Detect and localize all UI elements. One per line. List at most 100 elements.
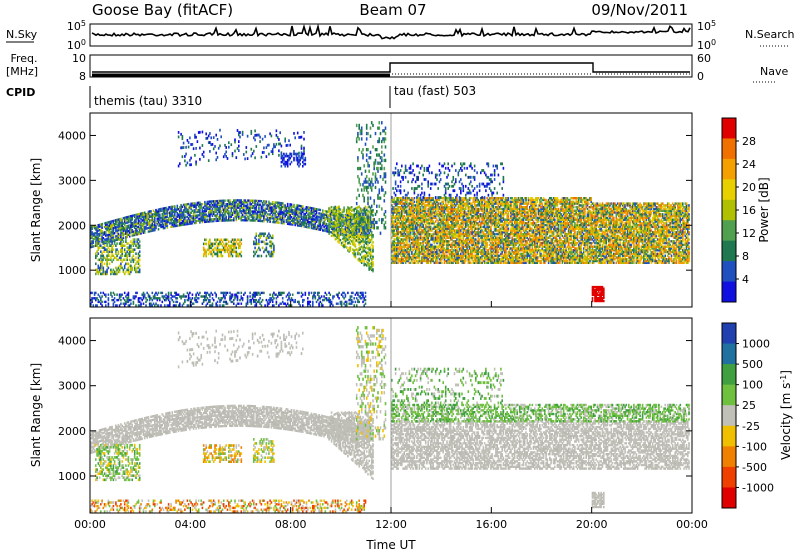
scatter-cell bbox=[286, 217, 289, 220]
scatter-cell bbox=[137, 231, 140, 234]
scatter-cell bbox=[92, 239, 95, 243]
scatter-cell bbox=[222, 201, 225, 204]
scatter-cell bbox=[298, 151, 300, 155]
scatter-cell bbox=[334, 205, 337, 209]
scatter-cell bbox=[209, 200, 211, 203]
scatter-cell bbox=[140, 223, 142, 226]
scatter-cell bbox=[325, 230, 328, 233]
scatter-cell bbox=[330, 300, 333, 304]
scatter-cell bbox=[200, 206, 202, 210]
scatter-cell bbox=[289, 217, 291, 220]
scatter-cell bbox=[95, 231, 97, 235]
scatter-cell bbox=[289, 203, 291, 206]
scatter-cell bbox=[200, 212, 202, 215]
scatter-cell bbox=[207, 218, 210, 221]
scatter-cell bbox=[268, 252, 270, 256]
scatter-cell bbox=[337, 225, 339, 228]
scatter-cell bbox=[148, 224, 151, 228]
scatter-cell bbox=[121, 219, 123, 222]
scatter-cell bbox=[276, 217, 279, 221]
scatter-cell bbox=[209, 238, 211, 242]
scatter-cell bbox=[367, 240, 369, 243]
scatter-cell bbox=[120, 240, 122, 243]
scatter-cell bbox=[337, 227, 339, 231]
scatter-cell bbox=[270, 252, 273, 256]
scatter-cell bbox=[254, 212, 256, 215]
scatter-cell bbox=[207, 213, 210, 216]
scatter-cell bbox=[117, 250, 120, 253]
scatter-cell bbox=[116, 238, 118, 241]
scatter-cell bbox=[111, 270, 113, 274]
scatter-cell bbox=[245, 210, 248, 213]
scatter-cell bbox=[284, 215, 286, 218]
scatter-cell bbox=[239, 240, 241, 244]
scatter-cell bbox=[307, 206, 309, 209]
scatter-cell bbox=[309, 215, 312, 219]
scatter-cell bbox=[240, 302, 243, 305]
scatter-cell bbox=[288, 215, 290, 218]
scatter-cell bbox=[95, 235, 97, 238]
scatter-cell bbox=[120, 256, 122, 260]
scatter-cell bbox=[191, 202, 194, 205]
scatter-cell bbox=[334, 221, 337, 225]
scatter-cell bbox=[319, 228, 322, 231]
scatter-cell bbox=[337, 215, 339, 218]
scatter-cell bbox=[142, 224, 145, 227]
scatter-cell bbox=[107, 266, 110, 270]
scatter-cell bbox=[362, 259, 364, 262]
scatter-cell bbox=[358, 126, 360, 130]
scatter-cell bbox=[122, 235, 125, 238]
scatter-cell bbox=[159, 215, 161, 218]
scatter-cell bbox=[224, 212, 226, 215]
scatter-cell bbox=[103, 233, 106, 236]
scatter-cell bbox=[131, 221, 133, 225]
power-data bbox=[90, 113, 690, 307]
scatter-cell bbox=[362, 235, 364, 239]
scatter-cell bbox=[359, 226, 362, 229]
scatter-cell bbox=[130, 225, 132, 229]
scatter-cell bbox=[194, 221, 196, 225]
scatter-cell bbox=[138, 230, 141, 234]
scatter-cell bbox=[278, 214, 280, 217]
scatter-cell bbox=[273, 206, 275, 209]
scatter-cell bbox=[343, 231, 345, 234]
scatter-cell bbox=[187, 220, 190, 224]
scatter-cell bbox=[236, 210, 239, 213]
scatter-cell bbox=[112, 223, 115, 226]
scatter-cell bbox=[245, 217, 248, 220]
scatter-cell bbox=[162, 227, 165, 230]
scatter-cell bbox=[334, 209, 337, 212]
scatter-cell bbox=[273, 246, 275, 250]
scatter-cell bbox=[113, 272, 116, 276]
scatter-cell bbox=[236, 213, 239, 216]
scatter-cell bbox=[270, 150, 273, 153]
scatter-cell bbox=[270, 206, 273, 209]
scatter-cell bbox=[212, 201, 215, 205]
scatter-cell bbox=[364, 142, 367, 146]
scatter-cell bbox=[164, 223, 166, 226]
scatter-cell bbox=[258, 242, 260, 246]
scatter-cell bbox=[125, 216, 127, 219]
scatter-cell bbox=[293, 158, 295, 162]
scatter-cell bbox=[344, 241, 347, 245]
scatter-cell bbox=[215, 205, 217, 208]
scatter-cell bbox=[166, 226, 169, 229]
scatter-cell bbox=[167, 220, 170, 224]
scatter-cell bbox=[265, 218, 268, 221]
scatter-cell bbox=[108, 235, 111, 238]
scatter-cell bbox=[294, 152, 296, 156]
scatter-cell bbox=[231, 254, 234, 258]
scatter-cell bbox=[260, 155, 263, 159]
scatter-cell bbox=[217, 219, 220, 222]
scatter-cell bbox=[338, 236, 340, 239]
scatter-cell bbox=[239, 201, 241, 204]
scatter-cell bbox=[254, 252, 256, 256]
scatter-cell bbox=[258, 203, 260, 206]
scatter-cell bbox=[115, 252, 117, 255]
scatter-cell bbox=[177, 131, 180, 134]
scatter-cell bbox=[135, 217, 137, 220]
scatter-cell bbox=[217, 146, 220, 150]
scatter-cell bbox=[236, 211, 239, 215]
scatter-cell bbox=[130, 244, 132, 247]
scatter-cell bbox=[161, 207, 164, 210]
